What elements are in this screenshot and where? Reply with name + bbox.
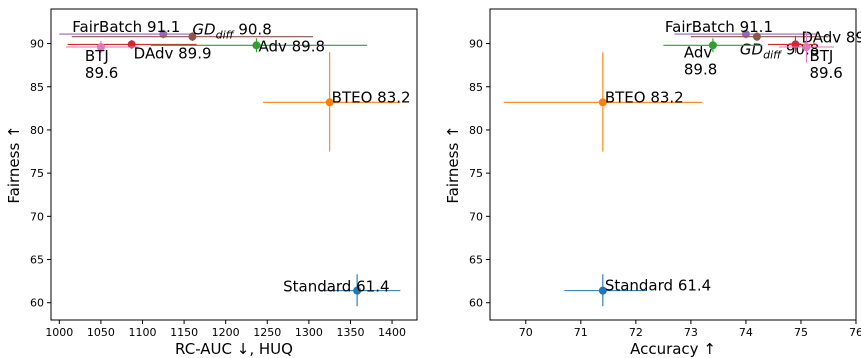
x-tick-label: 1400 bbox=[378, 326, 406, 339]
data-point bbox=[598, 98, 607, 107]
data-point bbox=[96, 43, 105, 52]
y-tick-label: 70 bbox=[469, 210, 483, 223]
data-point-group bbox=[663, 38, 763, 53]
point-label: DAdv 89.9 bbox=[801, 28, 861, 46]
point-label: BTJ 89.6 bbox=[809, 47, 842, 82]
data-point bbox=[159, 30, 168, 39]
point-label: Standard 61.4 bbox=[283, 278, 389, 296]
data-point bbox=[741, 30, 750, 39]
x-tick-label: 1300 bbox=[295, 326, 323, 339]
x-tick-label: 1050 bbox=[87, 326, 115, 339]
y-tick-label: 80 bbox=[469, 124, 483, 137]
x-tick-label: 1200 bbox=[212, 326, 240, 339]
point-label: FairBatch 91.1 bbox=[72, 18, 180, 36]
y-tick-label: 85 bbox=[30, 81, 44, 94]
y-tick-label: 75 bbox=[469, 167, 483, 180]
x-tick-label: 72 bbox=[629, 326, 643, 339]
y-tick-label: 80 bbox=[30, 124, 44, 137]
x-tick-label: 1100 bbox=[129, 326, 157, 339]
point-label: GDdiff 90.8 bbox=[192, 21, 271, 42]
point-label: BTEO 83.2 bbox=[332, 88, 411, 106]
data-point bbox=[325, 98, 334, 107]
data-point-group bbox=[150, 38, 368, 53]
plot-frame bbox=[489, 8, 857, 321]
x-tick-label: 71 bbox=[574, 326, 588, 339]
data-point bbox=[708, 41, 717, 50]
data-point bbox=[353, 286, 362, 295]
data-point-group bbox=[263, 52, 401, 152]
x-tick-label: 73 bbox=[684, 326, 698, 339]
x-axis-label: Accuracy ↑ bbox=[630, 340, 716, 358]
point-label: Standard 61.4 bbox=[605, 277, 711, 295]
data-point-group bbox=[321, 274, 401, 307]
x-tick-label: 1150 bbox=[170, 326, 198, 339]
point-label: BTEO 83.2 bbox=[605, 88, 684, 106]
point-label: Adv 89.8 bbox=[684, 43, 717, 78]
point-label: FairBatch 91.1 bbox=[665, 18, 773, 36]
y-tick-label: 70 bbox=[30, 210, 44, 223]
y-tick-label: 65 bbox=[469, 254, 483, 267]
y-tick-label: 75 bbox=[30, 167, 44, 180]
y-axis-label: Fairness ↑ bbox=[444, 125, 462, 203]
data-point-group bbox=[564, 274, 647, 307]
data-point-group bbox=[778, 31, 834, 63]
x-tick-label: 75 bbox=[794, 326, 808, 339]
x-axis-label: RC-AUC ↓, HUQ bbox=[175, 340, 293, 358]
x-tick-label: 70 bbox=[519, 326, 533, 339]
data-point bbox=[752, 32, 761, 41]
data-point bbox=[188, 32, 197, 41]
y-tick-label: 60 bbox=[469, 297, 483, 310]
data-point bbox=[791, 40, 800, 49]
data-point bbox=[127, 40, 136, 49]
data-point-group bbox=[690, 32, 829, 41]
x-tick-label: 76 bbox=[849, 326, 861, 339]
plot-frame bbox=[50, 8, 418, 321]
y-tick-label: 90 bbox=[469, 38, 483, 51]
x-tick-label: 74 bbox=[739, 326, 753, 339]
data-point-group bbox=[71, 32, 314, 41]
data-point-group bbox=[65, 40, 139, 54]
y-axis-label: Fairness ↑ bbox=[5, 125, 23, 203]
data-point bbox=[598, 286, 607, 295]
y-tick-label: 60 bbox=[30, 297, 44, 310]
x-tick-label: 1000 bbox=[45, 326, 73, 339]
y-tick-label: 85 bbox=[469, 81, 483, 94]
point-label: DAdv 89.9 bbox=[134, 44, 212, 62]
data-point bbox=[252, 41, 261, 50]
x-tick-label: 1250 bbox=[253, 326, 281, 339]
data-point bbox=[802, 43, 811, 52]
chart-panel-1: FairBatch 91.1 GDdiff 90.8 DAdv 89.9 Adv 89… bbox=[5, 8, 418, 358]
x-tick-label: 1350 bbox=[336, 326, 364, 339]
point-label: Adv 89.8 bbox=[258, 37, 325, 55]
y-tick-label: 90 bbox=[30, 38, 44, 51]
y-tick-label: 65 bbox=[30, 254, 44, 267]
data-point-group bbox=[503, 52, 702, 152]
point-label: BTJ 89.6 bbox=[85, 47, 118, 82]
